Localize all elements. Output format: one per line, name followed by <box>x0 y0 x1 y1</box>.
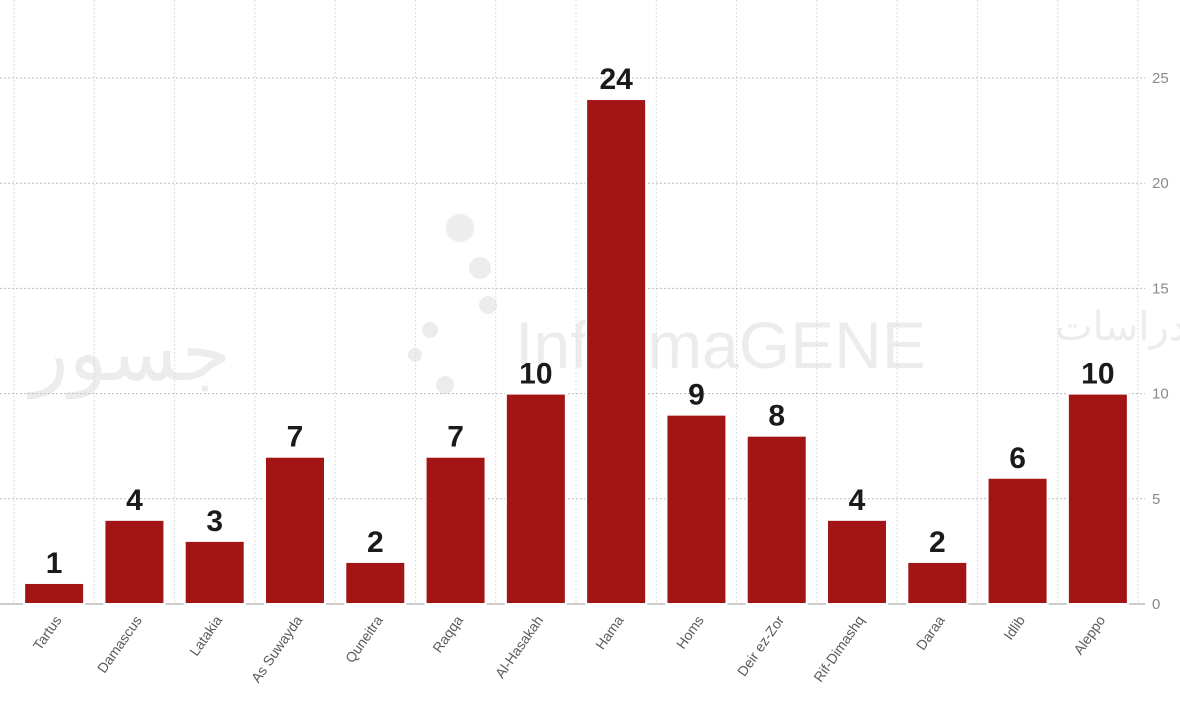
grid <box>0 0 1145 605</box>
watermark-molecule-dot <box>408 348 422 362</box>
category-label: Tartus <box>30 613 65 653</box>
bar <box>585 98 648 605</box>
category-label: Daraa <box>913 612 948 653</box>
data-label: 2 <box>929 526 946 559</box>
watermark-molecule-dot <box>446 214 474 242</box>
category-label: Raqqa <box>429 612 466 655</box>
bar <box>665 413 728 606</box>
data-label: 24 <box>599 63 633 96</box>
category-label: Hama <box>592 612 627 652</box>
bar <box>986 476 1049 606</box>
data-label: 3 <box>206 505 223 538</box>
data-label: 7 <box>447 421 464 454</box>
bar <box>23 581 86 606</box>
bar <box>344 560 407 605</box>
data-label: 8 <box>768 400 785 433</box>
data-label: 10 <box>519 358 552 391</box>
bar <box>745 434 808 605</box>
watermark-molecule-dot <box>436 376 454 394</box>
watermark-brand: InformaGENE <box>515 308 926 382</box>
category-label: Damascus <box>94 613 145 676</box>
data-label: 4 <box>849 484 866 517</box>
bar <box>504 392 567 605</box>
category-label: Homs <box>673 613 707 652</box>
watermark-left-logo: جسور <box>26 308 231 400</box>
data-label: 4 <box>126 484 143 517</box>
category-label: Quneitra <box>342 612 386 665</box>
category-label: Deir ez-Zor <box>734 612 787 679</box>
bar <box>103 518 166 606</box>
y-tick-label: 0 <box>1152 596 1160 613</box>
y-tick-label: 20 <box>1152 175 1169 192</box>
category-label: Aleppo <box>1070 612 1108 657</box>
category-label: As Suwayda <box>248 612 306 685</box>
y-tick-label: 10 <box>1152 386 1169 403</box>
category-label: Latakia <box>186 612 225 658</box>
data-label: 9 <box>688 379 705 412</box>
bar <box>424 455 487 605</box>
category-label: Al-Hasakah <box>492 613 547 681</box>
bar <box>906 560 969 605</box>
watermark-molecule-dot <box>469 257 491 279</box>
watermark-right-logo: دراسات <box>1055 305 1180 350</box>
data-label: 1 <box>46 547 63 580</box>
y-tick-label: 15 <box>1152 280 1169 297</box>
bar <box>183 539 246 606</box>
watermark-molecule-dot <box>479 296 497 314</box>
y-tick-label: 5 <box>1152 491 1160 508</box>
y-tick-label: 25 <box>1152 70 1169 87</box>
data-label: 6 <box>1009 442 1026 475</box>
data-label: 2 <box>367 526 384 559</box>
bars <box>23 98 1129 606</box>
data-label: 10 <box>1081 358 1114 391</box>
data-label: 7 <box>287 421 304 454</box>
category-label: Rif-Dimashq <box>810 613 867 685</box>
category-label: Idlib <box>1000 612 1028 642</box>
watermark-molecule-dot <box>422 322 438 338</box>
bar <box>1066 392 1129 605</box>
bar <box>264 455 326 605</box>
bar <box>826 518 888 606</box>
